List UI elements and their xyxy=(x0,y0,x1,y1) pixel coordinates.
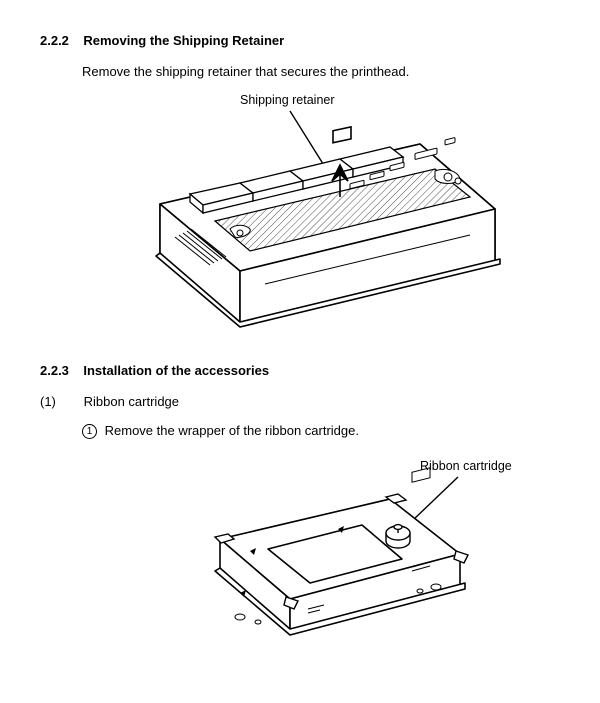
figure-label-ribbon-cartridge: Ribbon cartridge xyxy=(420,459,512,473)
document-page: 2.2.2 Removing the Shipping Retainer Rem… xyxy=(0,0,600,689)
figure-ribbon-cartridge: Ribbon cartridge xyxy=(40,459,560,669)
step-number-circled: 1 xyxy=(82,424,97,439)
item-label: Ribbon cartridge xyxy=(84,394,179,409)
section-223-item: (1) Ribbon cartridge xyxy=(40,394,560,409)
section-223-step: 1 Remove the wrapper of the ribbon cartr… xyxy=(82,423,560,439)
section-222-body: Remove the shipping retainer that secure… xyxy=(82,64,560,79)
ribbon-cartridge-illustration-icon xyxy=(40,459,560,669)
section-222-heading: 2.2.2 Removing the Shipping Retainer xyxy=(40,32,560,50)
section-223-heading: 2.2.3 Installation of the accessories xyxy=(40,362,560,380)
figure-label-shipping-retainer: Shipping retainer xyxy=(240,93,335,107)
section-title: Removing the Shipping Retainer xyxy=(83,33,284,48)
item-number: (1) xyxy=(40,394,80,409)
section-number: 2.2.3 xyxy=(40,363,69,378)
section-title: Installation of the accessories xyxy=(83,363,269,378)
figure-printer: Shipping retainer xyxy=(40,89,560,344)
section-number: 2.2.2 xyxy=(40,33,69,48)
printer-illustration-icon xyxy=(40,89,560,344)
step-text: Remove the wrapper of the ribbon cartrid… xyxy=(105,423,359,438)
